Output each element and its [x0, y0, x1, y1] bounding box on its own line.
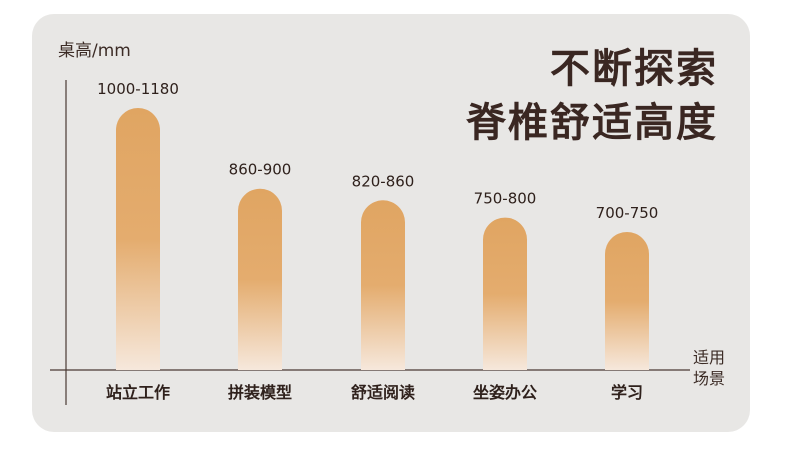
bar-3 — [483, 217, 527, 370]
category-label-0: 站立工作 — [106, 383, 170, 402]
bar-4 — [605, 232, 649, 370]
category-label-3: 坐姿办公 — [473, 383, 537, 402]
bar-1 — [238, 188, 282, 370]
headline: 不断探索 脊椎舒适高度 — [466, 42, 718, 150]
category-label-4: 学习 — [611, 383, 643, 402]
bar-2 — [361, 200, 405, 370]
x-axis-label-line-2: 场景 — [693, 369, 726, 388]
bar-value-label-3: 750-800 — [474, 190, 537, 208]
y-axis-label: 桌高/mm — [58, 41, 131, 61]
bar-value-label-2: 820-860 — [352, 172, 415, 190]
category-label-2: 舒适阅读 — [351, 383, 415, 402]
headline-line-2: 脊椎舒适高度 — [466, 100, 718, 146]
category-label-1: 拼装模型 — [228, 383, 292, 402]
headline-line-1: 不断探索 — [550, 46, 718, 92]
bar-0 — [116, 108, 160, 370]
bar-value-label-4: 700-750 — [596, 204, 659, 222]
x-axis-label: 适用 场景 — [693, 347, 725, 389]
x-axis-label-line-1: 适用 — [693, 348, 726, 367]
bar-value-label-1: 860-900 — [229, 161, 292, 179]
bar-value-label-0: 1000-1180 — [97, 80, 179, 98]
